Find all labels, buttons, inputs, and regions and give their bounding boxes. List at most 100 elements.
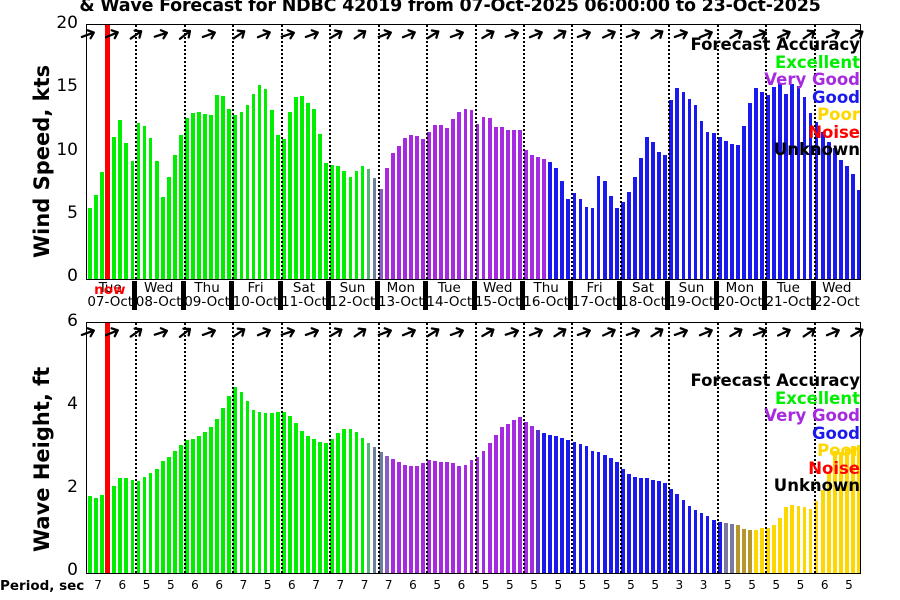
bar — [203, 432, 207, 573]
period-value: 6 — [215, 578, 224, 592]
now-marker-label: now — [94, 282, 126, 298]
bar — [633, 477, 637, 573]
bar — [336, 166, 341, 279]
bar — [620, 468, 625, 573]
bar — [239, 112, 244, 279]
gridline — [232, 323, 235, 573]
day-separator — [519, 281, 525, 310]
bar — [711, 132, 716, 279]
bar — [711, 520, 716, 573]
bar — [433, 125, 438, 279]
bar — [627, 191, 631, 279]
bar — [705, 515, 710, 573]
bar — [469, 459, 474, 573]
bar — [838, 451, 843, 573]
period-value: 5 — [530, 578, 538, 592]
bar — [209, 114, 213, 279]
gridline — [813, 25, 816, 279]
bar — [94, 497, 98, 573]
bar — [445, 461, 450, 573]
bar — [542, 433, 546, 573]
date-axis-day: Sun 12-Oct — [328, 281, 376, 310]
bar — [802, 507, 807, 573]
bar — [748, 530, 752, 573]
period-value: 6 — [118, 578, 127, 592]
bar — [511, 420, 516, 573]
day-name: Tue — [776, 280, 800, 296]
bar — [409, 134, 413, 279]
period-value: 5 — [627, 578, 635, 592]
y-tick-label: 10 — [56, 139, 78, 160]
bar — [754, 529, 758, 573]
legend-item-noise: Noise — [808, 458, 860, 478]
y-tick-label: 5 — [67, 202, 78, 223]
bar — [645, 137, 649, 279]
date-axis-day: Fri 10-Oct — [231, 281, 279, 310]
bar — [536, 157, 540, 279]
day-date: 11-Oct — [281, 294, 327, 310]
bar — [524, 421, 528, 573]
bar — [584, 206, 589, 279]
day-separator — [471, 281, 477, 310]
bar — [221, 95, 226, 279]
date-axis-day: Sat 11-Oct — [280, 280, 328, 310]
date-axis-day: Tue 07-Oct — [86, 281, 134, 310]
bar — [166, 176, 171, 279]
bar — [360, 437, 365, 573]
bar — [518, 416, 522, 573]
bar — [657, 152, 662, 279]
period-value: 6 — [457, 578, 466, 592]
date-axis-day: Tue 21-Oct — [764, 280, 812, 310]
bar — [227, 396, 232, 573]
legend-item-good: Good — [811, 87, 860, 107]
day-date: 16-Oct — [523, 294, 570, 310]
bar — [505, 129, 510, 279]
day-separator — [277, 281, 283, 310]
bar — [530, 155, 534, 279]
period-value: 6 — [288, 578, 296, 592]
bar — [300, 95, 304, 279]
bar — [851, 446, 855, 573]
bar — [705, 132, 710, 279]
day-date: 20-Oct — [717, 294, 763, 310]
period-value: 6 — [409, 578, 417, 592]
day-separator — [180, 281, 186, 310]
bar — [796, 85, 801, 279]
bar — [300, 430, 304, 573]
bar — [130, 479, 135, 573]
bar — [318, 133, 322, 279]
day-separator — [132, 281, 138, 310]
bar — [390, 152, 395, 279]
bar — [402, 464, 407, 573]
bar — [851, 174, 855, 279]
bar — [263, 89, 268, 279]
day-name: Sat — [292, 280, 316, 296]
bar — [566, 198, 571, 279]
bar — [457, 465, 462, 573]
bar — [772, 86, 777, 279]
bar — [324, 163, 329, 279]
bar — [578, 443, 583, 573]
bar — [820, 132, 825, 279]
bar — [754, 88, 758, 279]
bar — [475, 457, 480, 573]
bar — [699, 120, 704, 279]
bar — [245, 104, 250, 279]
bar — [717, 521, 722, 573]
bar — [748, 102, 752, 279]
bar — [245, 401, 250, 573]
bar — [312, 439, 316, 573]
bar — [736, 525, 740, 573]
bar — [602, 454, 607, 573]
bar — [154, 468, 159, 573]
wave-legend: Forecast Accuracy Excellent Very Good Good P… — [560, 372, 860, 495]
period-value: 5 — [433, 578, 441, 592]
bar — [324, 443, 329, 573]
bar — [572, 192, 577, 279]
day-separator — [374, 281, 380, 310]
bar — [88, 496, 92, 573]
bar — [614, 462, 619, 573]
gridline — [668, 323, 671, 573]
wave-period-values: 7 6 5 5 6 6 7 5 6 7 7 7 7 6 5 6 5 5 5 5 5 5 5 5 3 3 5 5 5 5 6 5 — [86, 578, 861, 596]
bar — [814, 121, 819, 279]
